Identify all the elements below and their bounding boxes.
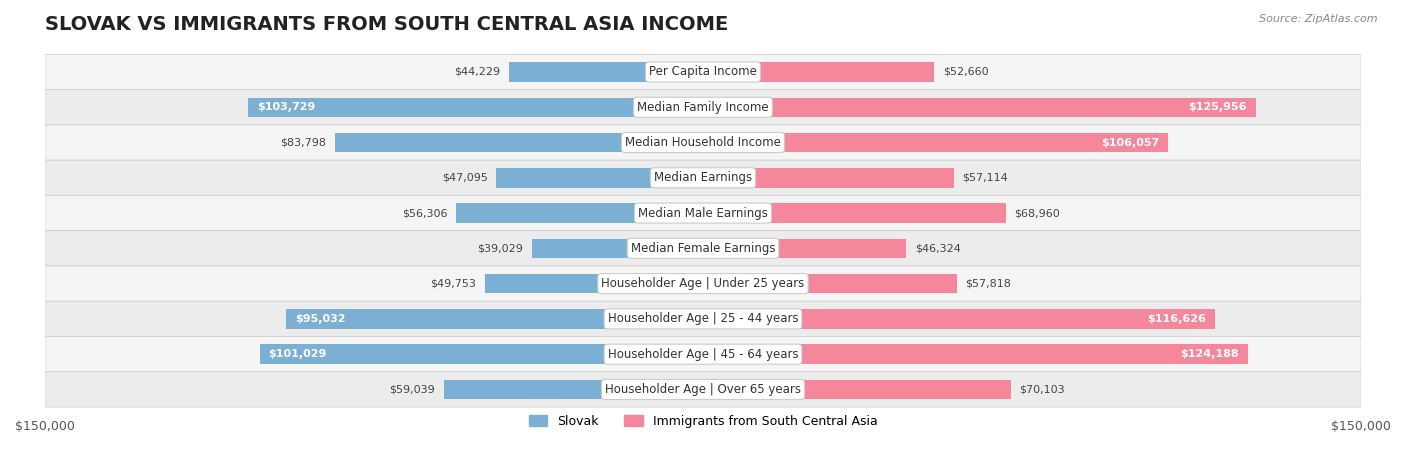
Bar [285,309,703,329]
Text: Median Female Earnings: Median Female Earnings [631,242,775,255]
Text: Median Family Income: Median Family Income [637,101,769,114]
Bar [260,345,703,364]
Bar [703,98,1256,117]
FancyBboxPatch shape [45,231,1361,266]
Text: $125,956: $125,956 [1188,102,1247,112]
Bar [703,380,1011,399]
Bar [703,345,1247,364]
Text: $57,818: $57,818 [966,279,1011,289]
FancyBboxPatch shape [45,54,1361,90]
Bar [703,239,907,258]
Text: Source: ZipAtlas.com: Source: ZipAtlas.com [1260,14,1378,24]
Bar [496,168,703,188]
Text: $106,057: $106,057 [1101,138,1160,148]
FancyBboxPatch shape [45,372,1361,407]
Text: Householder Age | 25 - 44 years: Householder Age | 25 - 44 years [607,312,799,325]
FancyBboxPatch shape [45,125,1361,160]
FancyBboxPatch shape [45,266,1361,301]
Text: $95,032: $95,032 [295,314,346,324]
Text: $49,753: $49,753 [430,279,477,289]
Text: Householder Age | 45 - 64 years: Householder Age | 45 - 64 years [607,347,799,361]
Text: $68,960: $68,960 [1014,208,1060,218]
Bar [703,133,1168,152]
Bar [703,204,1005,223]
Bar [444,380,703,399]
Bar [336,133,703,152]
Bar [703,168,953,188]
Text: $124,188: $124,188 [1181,349,1239,359]
FancyBboxPatch shape [45,160,1361,196]
Bar [509,62,703,82]
FancyBboxPatch shape [45,337,1361,372]
Bar [485,274,703,293]
Text: Per Capita Income: Per Capita Income [650,65,756,78]
Text: SLOVAK VS IMMIGRANTS FROM SOUTH CENTRAL ASIA INCOME: SLOVAK VS IMMIGRANTS FROM SOUTH CENTRAL … [45,15,728,34]
Text: $59,039: $59,039 [389,384,436,395]
FancyBboxPatch shape [45,196,1361,231]
Text: Householder Age | Under 25 years: Householder Age | Under 25 years [602,277,804,290]
Text: $47,095: $47,095 [441,173,488,183]
Bar [531,239,703,258]
FancyBboxPatch shape [45,301,1361,337]
Text: $46,324: $46,324 [915,243,960,254]
Text: $101,029: $101,029 [269,349,328,359]
Text: $116,626: $116,626 [1147,314,1206,324]
Text: $70,103: $70,103 [1019,384,1064,395]
FancyBboxPatch shape [45,90,1361,125]
Text: $83,798: $83,798 [281,138,326,148]
Text: Median Earnings: Median Earnings [654,171,752,184]
Text: Householder Age | Over 65 years: Householder Age | Over 65 years [605,383,801,396]
Text: Median Male Earnings: Median Male Earnings [638,206,768,219]
Bar [703,274,956,293]
Bar [703,62,934,82]
Bar [703,309,1215,329]
Bar [456,204,703,223]
Text: $56,306: $56,306 [402,208,447,218]
Text: $57,114: $57,114 [962,173,1008,183]
Text: $44,229: $44,229 [454,67,501,77]
Text: $39,029: $39,029 [477,243,523,254]
Text: $52,660: $52,660 [943,67,988,77]
Text: Median Household Income: Median Household Income [626,136,780,149]
Bar [247,98,703,117]
Legend: Slovak, Immigrants from South Central Asia: Slovak, Immigrants from South Central As… [523,410,883,433]
Text: $103,729: $103,729 [257,102,315,112]
